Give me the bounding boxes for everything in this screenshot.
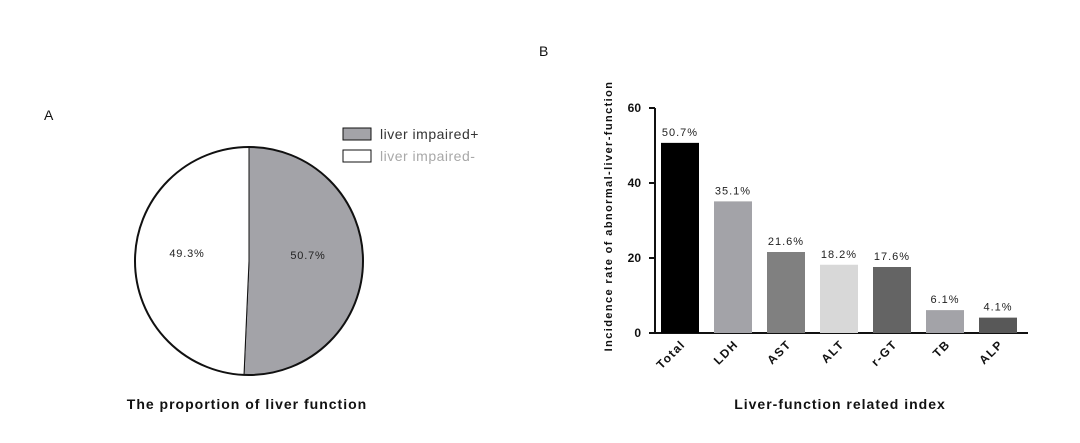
y-tick-label-20: 20 — [628, 251, 642, 265]
legend-swatch-impaired-negative — [342, 149, 372, 163]
bar-value-label-alp: 4.1% — [983, 302, 1012, 314]
bar-value-label-tb: 6.1% — [930, 294, 959, 306]
legend-swatch-impaired-positive — [342, 127, 372, 141]
panel-b-letter: B — [539, 43, 548, 59]
bar-alp — [979, 317, 1017, 333]
bar-value-label-ldh: 35.1% — [715, 185, 751, 197]
bar-value-labels: 50.7% 35.1% 21.6% 18.2% 17.6% 6.1% 4.1% — [662, 127, 1012, 314]
pie-outline — [134, 146, 364, 376]
y-tick-label-40: 40 — [628, 176, 642, 190]
x-axis-label: Liver-function related index — [734, 396, 946, 412]
bar-ast — [767, 252, 805, 333]
x-tick-label-alp: ALP — [976, 337, 1006, 367]
bar-alt — [820, 264, 858, 333]
y-tick-label-60: 60 — [628, 101, 642, 115]
bar-ldh — [714, 201, 752, 333]
bar-value-label-ast: 21.6% — [768, 236, 804, 248]
x-tick-label-ldh: LDH — [711, 337, 741, 367]
panel-b: B Incidence rate of abnormal-liver-funct… — [539, 43, 1028, 412]
pie-slice-impaired-negative — [134, 146, 250, 376]
y-ticks: 0 20 40 60 — [628, 101, 655, 340]
bar-total — [661, 142, 699, 333]
x-tick-label-ast: AST — [764, 337, 794, 367]
bar-r-gt — [873, 267, 911, 333]
x-tick-labels: Total LDH AST ALT r-GT TB ALP — [654, 337, 1006, 371]
pie-legend: liver impaired+ liver impaired- — [342, 126, 479, 164]
slice-label-impaired-positive: 50.7% — [290, 250, 325, 262]
x-tick-label-r-gt: r-GT — [868, 337, 900, 369]
slice-label-impaired-negative: 49.3% — [169, 248, 204, 260]
bar-value-label-total: 50.7% — [662, 127, 698, 139]
bars — [661, 142, 1017, 333]
y-tick-label-0: 0 — [634, 326, 641, 340]
legend-label-impaired-positive: liver impaired+ — [380, 126, 479, 142]
legend-label-impaired-negative: liver impaired- — [380, 148, 475, 164]
panel-a-letter: A — [44, 107, 54, 123]
x-tick-label-total: Total — [654, 337, 688, 371]
y-axis-label: Incidence rate of abnormal-liver-functio… — [603, 81, 615, 352]
bar-tb — [926, 310, 964, 333]
pie-chart — [134, 146, 364, 376]
x-tick-label-tb: TB — [930, 337, 953, 360]
pie-title: The proportion of liver function — [127, 396, 367, 412]
panel-a: A 50.7% 49.3% liver impaired+ liver impa… — [44, 107, 479, 412]
bar-value-label-r-gt: 17.6% — [874, 251, 910, 263]
bar-value-label-alt: 18.2% — [821, 249, 857, 261]
x-tick-label-alt: ALT — [818, 337, 847, 366]
